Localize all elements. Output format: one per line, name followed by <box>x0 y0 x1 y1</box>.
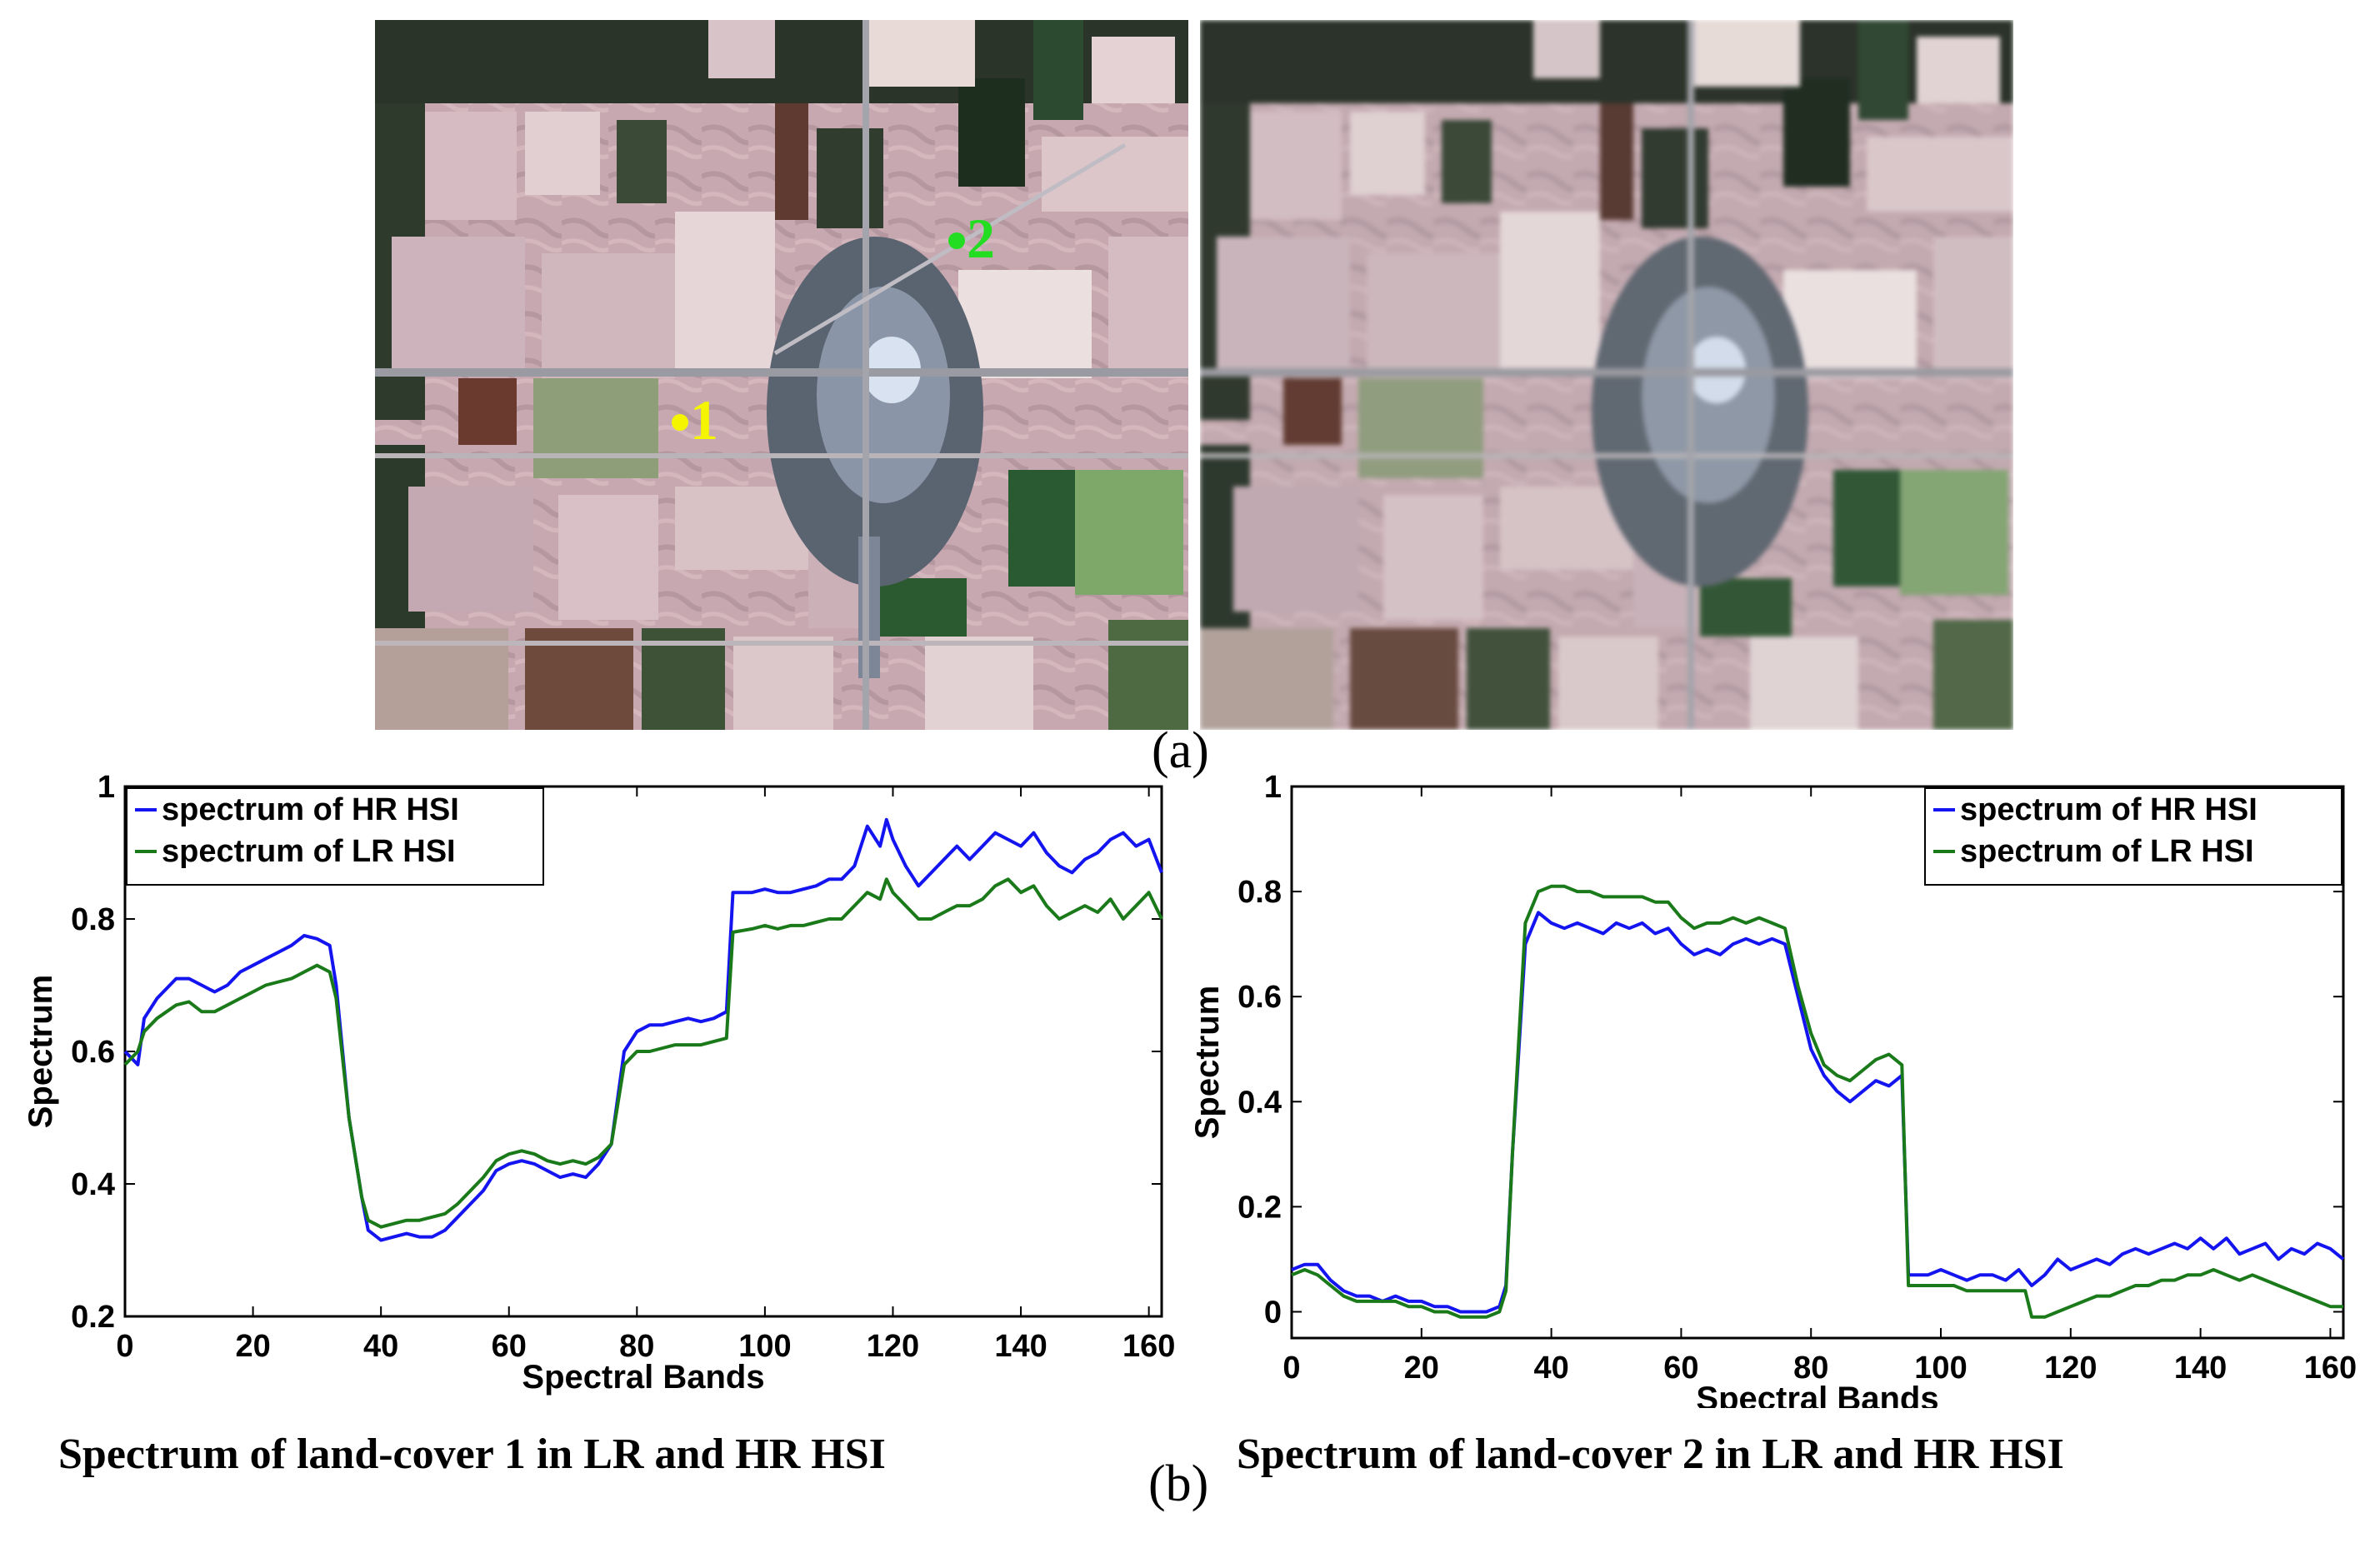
y-tick-label: 1 <box>1264 770 1282 805</box>
x-tick-label: 160 <box>1122 1329 1175 1364</box>
x-tick-label: 40 <box>1533 1351 1568 1386</box>
x-tick-label: 0 <box>116 1329 133 1364</box>
legend-entry: spectrum of HR HSI <box>1960 792 2258 827</box>
x-tick-label: 80 <box>1793 1351 1828 1386</box>
caption-land-cover-1: Spectrum of land-cover 1 in LR and HR HS… <box>58 1431 886 1478</box>
series-line-lr <box>123 877 1163 1229</box>
series-line-hr <box>123 817 1163 1242</box>
y-tick-label: 0.4 <box>1238 1085 1282 1120</box>
legend-box <box>1924 787 2342 886</box>
roads <box>375 20 1188 730</box>
x-tick-label: 140 <box>994 1329 1047 1364</box>
y-tick-label: 0.6 <box>71 1035 115 1070</box>
y-tick-label: 0.2 <box>1238 1190 1282 1225</box>
legend: spectrum of HR HSI spectrum of LR HSI <box>126 787 544 886</box>
y-tick-label: 0.6 <box>1238 980 1282 1015</box>
y-tick-label: 0.2 <box>71 1300 115 1335</box>
x-tick-label: 20 <box>235 1329 270 1364</box>
x-tick-label: 80 <box>619 1329 654 1364</box>
y-tick-label: 1 <box>98 770 115 805</box>
legend-entry: spectrum of HR HSI <box>162 792 459 827</box>
spectrum-chart-land-cover-2: 0 20 40 60 80 100 120 140 160 0 0.2 0.4 0.6 0.8 1 Spect… <box>1192 770 2357 1408</box>
land-cover-1-marker: 1 <box>672 392 718 448</box>
series-line-hr <box>1291 911 2345 1314</box>
lr-hsi-satellite-image <box>1200 20 2013 730</box>
marker-1-dot <box>672 414 688 432</box>
x-axis-label: Spectral Bands <box>1696 1381 1938 1408</box>
caption-land-cover-2: Spectrum of land-cover 2 in LR and HR HS… <box>1237 1431 2064 1478</box>
x-axis-label: Spectral Bands <box>522 1359 764 1396</box>
legend-box <box>126 787 544 886</box>
spectrum-chart-land-cover-1: 0 20 40 60 80 100 120 140 160 0.2 0.4 0.6 0.8 1 Spectr… <box>22 770 1175 1396</box>
x-tick-label: 40 <box>363 1329 398 1364</box>
legend: spectrum of HR HSI spectrum of LR HSI <box>1924 787 2342 886</box>
hr-hsi-satellite-image <box>375 20 1188 730</box>
y-tick-label: 0.8 <box>71 902 115 937</box>
x-tick-label: 120 <box>867 1329 919 1364</box>
y-axis-label: Spectrum <box>1192 986 1226 1140</box>
x-tick-label: 160 <box>2304 1351 2357 1386</box>
y-tick-label: 0 <box>1264 1295 1282 1330</box>
y-tick-label: 0.4 <box>71 1167 115 1202</box>
land-cover-2-marker: 2 <box>948 210 995 267</box>
x-tick-label: 60 <box>1663 1351 1698 1386</box>
x-tick-label: 60 <box>492 1329 527 1364</box>
legend-entry: spectrum of LR HSI <box>1960 834 2254 869</box>
series-line-lr <box>1291 884 2343 1319</box>
subfigure-a-label: (a) <box>1152 722 1209 779</box>
marker-2-dot <box>948 232 965 250</box>
legend-entry: spectrum of LR HSI <box>162 834 456 869</box>
x-tick-label: 140 <box>2174 1351 2227 1386</box>
subfigure-b-label: (b) <box>1148 1456 1209 1512</box>
x-tick-label: 0 <box>1282 1351 1300 1386</box>
y-axis-label: Spectrum <box>22 975 59 1129</box>
x-tick-label: 100 <box>738 1329 791 1364</box>
x-tick-label: 20 <box>1404 1351 1439 1386</box>
x-tick-label: 120 <box>2044 1351 2097 1386</box>
x-tick-label: 100 <box>1914 1351 1967 1386</box>
y-tick-label: 0.8 <box>1238 875 1282 910</box>
